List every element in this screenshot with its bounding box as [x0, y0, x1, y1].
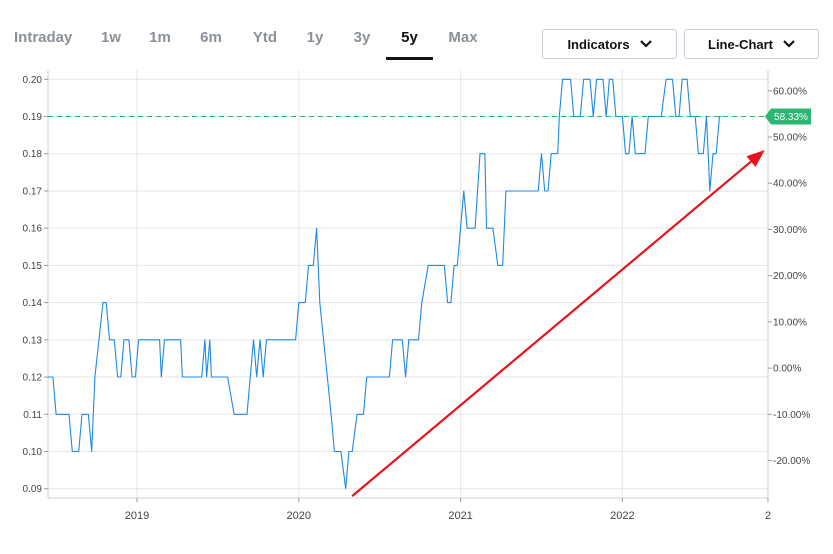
- y2-tick-label: -10.00%: [773, 410, 810, 421]
- tab-ytd[interactable]: Ytd: [252, 29, 278, 46]
- reference-group: 58.33%: [48, 108, 811, 125]
- y-tick-label: 0.16: [23, 224, 43, 235]
- indicators-button[interactable]: Indicators: [542, 29, 677, 59]
- arrow-line: [351, 160, 752, 497]
- x-tick-label: 2021: [448, 510, 472, 522]
- y-tick-label: 0.17: [23, 186, 43, 197]
- tab-6m[interactable]: 6m: [200, 29, 222, 46]
- y-tick-label: 0.12: [23, 373, 43, 384]
- y2-tick-label: -20.00%: [773, 456, 810, 467]
- x-axis: 2019 2020 2021 2022 2: [125, 498, 771, 522]
- chevron-down-icon: [639, 40, 652, 48]
- x-tick-label: 2: [765, 510, 771, 522]
- y-tick-label: 0.14: [23, 298, 43, 309]
- y-tick-label: 0.20: [23, 75, 43, 86]
- tab-max[interactable]: Max: [448, 29, 478, 46]
- series-line: [48, 78, 722, 490]
- tab-1m[interactable]: 1m: [149, 29, 171, 46]
- arrow-head: [746, 150, 765, 167]
- y-tick-label: 0.19: [23, 112, 43, 123]
- grid-lines: [48, 70, 768, 498]
- y-tick-label: 0.11: [23, 410, 42, 421]
- y-tick-label: 0.18: [23, 149, 43, 160]
- y-tick-label: 0.09: [23, 484, 43, 495]
- y-tick-label: 0.10: [23, 447, 43, 458]
- reference-badge-label: 58.33%: [774, 112, 808, 123]
- y2-tick-label: 20.00%: [773, 271, 807, 282]
- active-tab-indicator: [386, 57, 433, 60]
- tab-intraday[interactable]: Intraday: [14, 29, 73, 46]
- y2-tick-label: 40.00%: [773, 179, 807, 190]
- chevron-down-icon: [783, 40, 795, 48]
- y-axis-right: 60.00% 50.00% 40.00% 30.00% 20.00% 10.00% 0.00…: [768, 86, 810, 467]
- tab-1y[interactable]: 1y: [306, 29, 324, 46]
- chart-type-button[interactable]: Line-Chart: [684, 29, 819, 59]
- y-tick-label: 0.15: [23, 261, 43, 272]
- y2-tick-label: 30.00%: [773, 225, 807, 236]
- series-group: [48, 78, 722, 490]
- reference-badge: [765, 108, 811, 125]
- tab-3y[interactable]: 3y: [353, 29, 371, 46]
- x-tick-label: 2022: [610, 510, 634, 522]
- y-axis-left: 0.20 0.19 0.18 0.17 0.16 0.15 0.14 0.13 0.12 0.11…: [23, 75, 48, 495]
- tab-1w[interactable]: 1w: [100, 29, 121, 46]
- period-tabs: Intraday 1w 1m 6m Ytd 1y 3y 5y Max: [0, 0, 520, 60]
- annotation-group: [351, 150, 765, 497]
- y2-tick-label: 50.00%: [773, 133, 807, 144]
- x-tick-label: 2019: [125, 510, 149, 522]
- axes: [47, 70, 769, 499]
- tab-5y[interactable]: 5y: [401, 29, 418, 46]
- y2-tick-label: 10.00%: [773, 317, 807, 328]
- y2-tick-label: 60.00%: [773, 86, 807, 97]
- indicators-label: Indicators: [567, 36, 630, 52]
- x-tick-label: 2020: [287, 510, 311, 522]
- chart-type-label: Line-Chart: [708, 36, 773, 52]
- y-tick-label: 0.13: [23, 335, 43, 346]
- y2-tick-label: 0.00%: [773, 364, 801, 375]
